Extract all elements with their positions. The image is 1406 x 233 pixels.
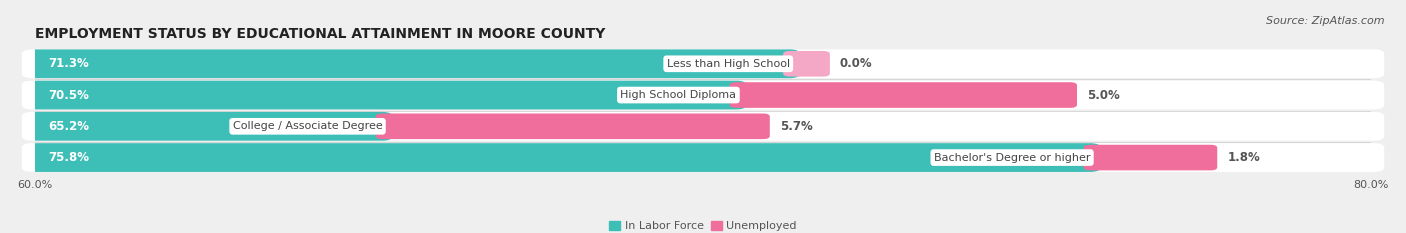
Text: 0.0%: 0.0% (839, 57, 873, 70)
Text: 5.7%: 5.7% (780, 120, 813, 133)
FancyBboxPatch shape (0, 81, 747, 110)
FancyBboxPatch shape (0, 49, 800, 78)
FancyBboxPatch shape (22, 112, 1385, 141)
Text: 65.2%: 65.2% (49, 120, 90, 133)
Text: Less than High School: Less than High School (666, 59, 790, 69)
Text: 5.0%: 5.0% (1087, 89, 1119, 102)
Legend: In Labor Force, Unemployed: In Labor Force, Unemployed (605, 217, 801, 233)
FancyBboxPatch shape (783, 51, 830, 77)
FancyBboxPatch shape (1084, 145, 1218, 170)
FancyBboxPatch shape (0, 112, 392, 141)
FancyBboxPatch shape (22, 49, 1385, 78)
FancyBboxPatch shape (375, 113, 770, 139)
Text: High School Diploma: High School Diploma (620, 90, 737, 100)
Text: 1.8%: 1.8% (1227, 151, 1260, 164)
FancyBboxPatch shape (22, 143, 1385, 172)
FancyBboxPatch shape (22, 81, 1385, 110)
Text: College / Associate Degree: College / Associate Degree (232, 121, 382, 131)
Text: EMPLOYMENT STATUS BY EDUCATIONAL ATTAINMENT IN MOORE COUNTY: EMPLOYMENT STATUS BY EDUCATIONAL ATTAINM… (35, 27, 606, 41)
Text: Source: ZipAtlas.com: Source: ZipAtlas.com (1267, 16, 1385, 26)
FancyBboxPatch shape (0, 143, 1101, 172)
Text: 71.3%: 71.3% (49, 57, 89, 70)
Text: 75.8%: 75.8% (49, 151, 90, 164)
FancyBboxPatch shape (730, 82, 1077, 108)
Text: 70.5%: 70.5% (49, 89, 90, 102)
Text: Bachelor's Degree or higher: Bachelor's Degree or higher (934, 153, 1091, 163)
